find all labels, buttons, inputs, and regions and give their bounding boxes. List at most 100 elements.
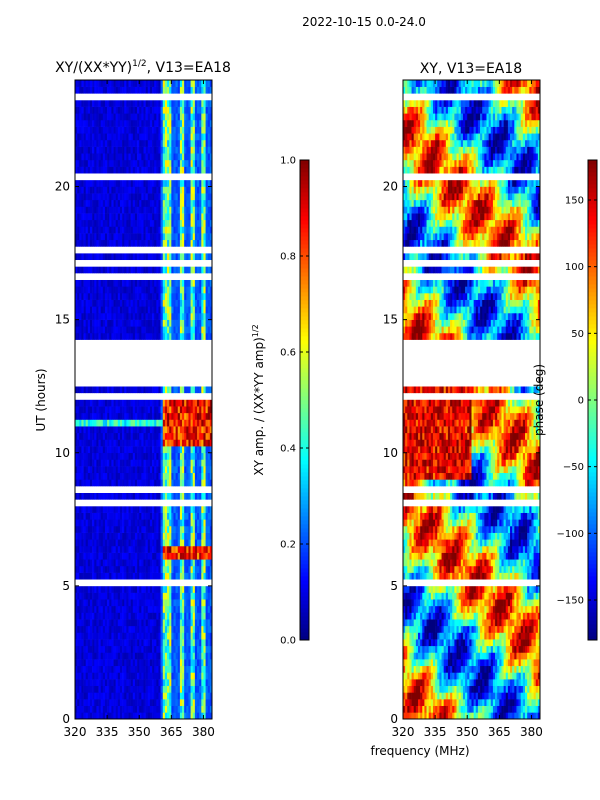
heatmap-cell (145, 133, 149, 141)
heatmap-cell (175, 506, 179, 513)
heatmap-cell (177, 446, 181, 454)
heatmap-cell (89, 179, 93, 187)
heatmap-cell (197, 572, 200, 580)
heatmap-cell (179, 525, 183, 533)
heatmap-cell (171, 532, 174, 540)
heatmap-cell (154, 712, 157, 720)
heatmap-cell (190, 472, 194, 480)
heatmap-cell (156, 253, 159, 261)
heatmap-cell (188, 406, 191, 414)
heatmap-cell (201, 446, 204, 454)
heatmap-cell (130, 139, 134, 147)
heatmap-cell (179, 399, 183, 407)
heatmap-cell (162, 659, 166, 667)
heatmap-cell (158, 186, 161, 194)
heatmap-cell (117, 279, 121, 287)
heatmap-cell (124, 466, 127, 474)
heatmap-cell (184, 159, 187, 167)
heatmap-cell (164, 106, 168, 114)
heatmap-cell (160, 619, 164, 627)
heatmap-cell (152, 612, 155, 620)
heatmap-cell (201, 332, 204, 340)
heatmap-cell (169, 619, 172, 627)
heatmap-cell (188, 619, 191, 627)
heatmap-cell (117, 293, 121, 300)
heatmap-cell (117, 119, 121, 127)
heatmap-cell (184, 659, 187, 667)
heatmap-cell (207, 412, 211, 420)
heatmap-cell (115, 326, 119, 334)
heatmap-cell (75, 525, 78, 533)
heatmap-cell (124, 432, 127, 440)
heatmap-cell (104, 679, 108, 687)
heatmap-cell (98, 632, 101, 640)
heatmap-cell (128, 326, 131, 334)
heatmap-cell (184, 559, 187, 567)
heatmap-cell (199, 519, 202, 527)
heatmap-cell (175, 645, 179, 653)
heatmap-cell (113, 565, 116, 573)
heatmap-cell (177, 332, 181, 340)
heatmap-cell (115, 512, 119, 520)
heatmap-cell (132, 286, 136, 294)
heatmap-cell (83, 452, 86, 460)
heatmap-cell (169, 585, 172, 593)
heatmap-cell (207, 632, 211, 640)
heatmap-cell (111, 113, 114, 121)
heatmap-cell (122, 179, 125, 187)
heatmap-cell (92, 239, 95, 247)
heatmap-cell (139, 652, 142, 660)
heatmap-cell (158, 253, 161, 261)
heatmap-cell (87, 206, 91, 214)
heatmap-cell (94, 692, 97, 700)
heatmap-cell (77, 685, 80, 693)
heatmap-cell (164, 672, 168, 680)
heatmap-cell (147, 592, 151, 600)
heatmap-cell (126, 253, 129, 261)
heatmap-cell (128, 126, 131, 134)
heatmap-cell (179, 446, 183, 454)
heatmap-cell (119, 652, 123, 660)
heatmap-cell (199, 153, 202, 161)
heatmap-cell (175, 419, 179, 427)
heatmap-cell (147, 133, 151, 141)
heatmap-cell (119, 679, 123, 687)
heatmap-cell (177, 113, 181, 121)
heatmap-cell (175, 692, 179, 700)
heatmap-cell (169, 286, 172, 294)
heatmap-cell (83, 279, 86, 287)
heatmap-cell (199, 466, 202, 474)
heatmap-cell (158, 99, 161, 107)
heatmap-cell (92, 206, 95, 214)
heatmap-cell (190, 679, 194, 687)
heatmap-cell (145, 506, 149, 513)
heatmap-cell (102, 199, 106, 207)
heatmap-cell (152, 219, 155, 227)
heatmap-cell (209, 472, 213, 480)
heatmap-cell (75, 146, 78, 154)
heatmap-cell (87, 592, 91, 600)
heatmap-cell (177, 545, 181, 553)
heatmap-cell (130, 99, 134, 107)
heatmap-cell (126, 206, 129, 214)
heatmap-cell (132, 206, 136, 214)
heatmap-cell (203, 466, 206, 474)
heatmap-cell (197, 692, 200, 700)
heatmap-cell (81, 126, 84, 134)
heatmap-cell (132, 406, 136, 414)
heatmap-cell (152, 572, 155, 580)
heatmap-cell (164, 565, 168, 573)
heatmap-cell (92, 266, 95, 274)
heatmap-cell (102, 133, 106, 141)
heatmap-cell (154, 213, 157, 221)
heatmap-cell (188, 565, 191, 573)
heatmap-cell (207, 699, 211, 706)
heatmap-cell (134, 452, 138, 460)
heatmap-cell (81, 446, 84, 454)
heatmap-cell (124, 439, 127, 447)
heatmap-cell (156, 672, 159, 680)
heatmap-cell (152, 233, 155, 241)
heatmap-cell (96, 426, 99, 434)
heatmap-cell (137, 625, 140, 633)
heatmap-cell (175, 279, 179, 287)
